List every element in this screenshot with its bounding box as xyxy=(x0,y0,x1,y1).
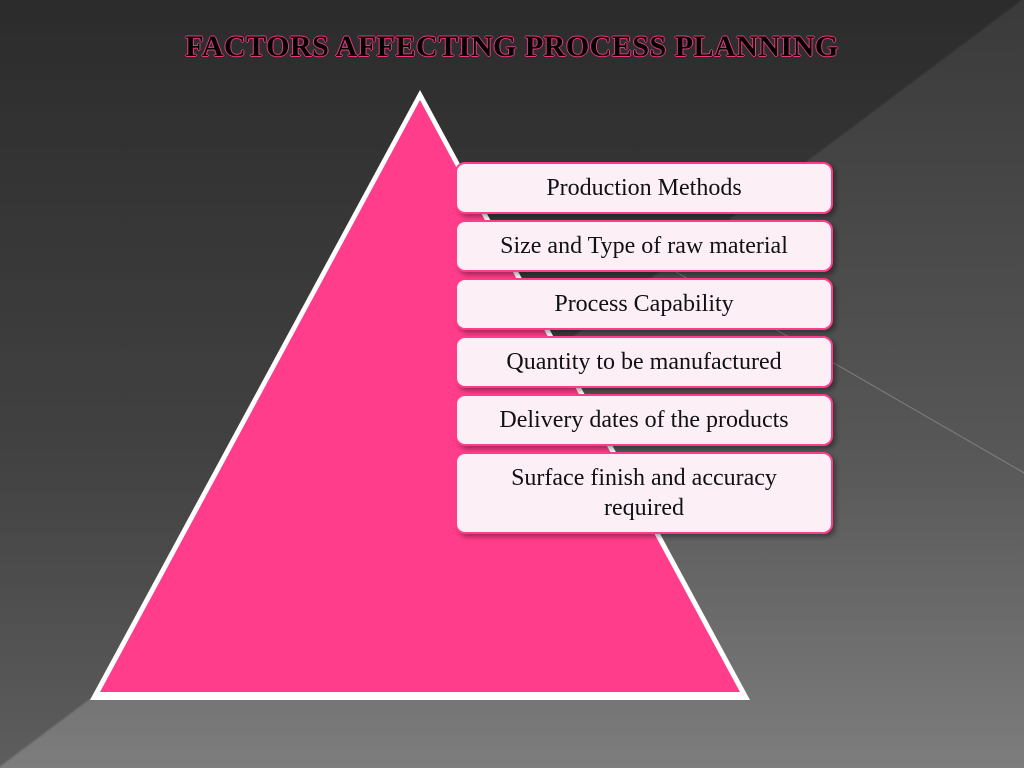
slide-title: FACTORS AFFECTING PROCESS PLANNING xyxy=(0,30,1024,64)
factor-item: Delivery dates of the products xyxy=(455,394,833,446)
factor-item: Quantity to be manufactured xyxy=(455,336,833,388)
factor-item: Production Methods xyxy=(455,162,833,214)
factor-item: Size and Type of raw material xyxy=(455,220,833,272)
factor-item: Surface finish and accuracy required xyxy=(455,452,833,534)
factors-list: Production Methods Size and Type of raw … xyxy=(455,162,833,534)
factor-item: Process Capability xyxy=(455,278,833,330)
